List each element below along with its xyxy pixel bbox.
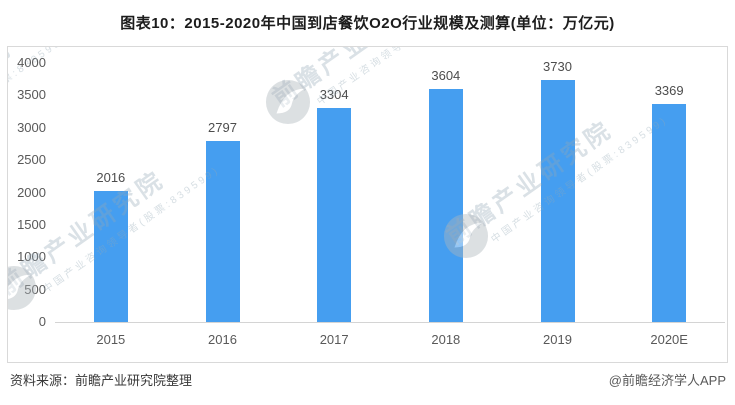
y-tick-label: 2500 — [17, 152, 46, 168]
bar-2019 — [540, 80, 575, 322]
bar-2020E — [652, 103, 687, 322]
x-tick-label: 2017 — [319, 332, 349, 347]
y-tick-label: 500 — [24, 281, 46, 297]
x-tick-label: 2020E — [650, 332, 688, 347]
bar-value-label: 3304 — [319, 87, 349, 103]
x-tick-label: 2016 — [208, 332, 237, 347]
y-axis: 4000 3500 3000 2500 2000 1500 1000 500 0 — [8, 47, 48, 362]
y-tick-label: 0 — [38, 314, 46, 329]
y-tick-label: 4000 — [17, 55, 46, 70]
plot-frame: 前瞻产业研究院 中国产业咨询领导者(股票:839599) 前瞻产业研究院 中国产… — [7, 46, 728, 363]
bar-value-label: 3604 — [431, 67, 461, 83]
bar-2018 — [428, 88, 463, 322]
credit-note: @前瞻经济学人APP — [608, 373, 726, 388]
x-tick-label: 2019 — [543, 332, 572, 347]
plot-area: 2016 2797 3304 3604 3730 3369 — [55, 59, 725, 323]
y-tick-label: 3500 — [17, 87, 46, 103]
source-note: 资料来源：前瞻产业研究院整理 — [10, 373, 193, 388]
bar-value-label: 2016 — [96, 170, 126, 186]
y-tick-label: 1000 — [17, 249, 46, 265]
chart-title: 图表10：2015-2020年中国到店餐饮O2O行业规模及测算(单位：万亿元) — [120, 15, 615, 32]
y-tick-label: 3000 — [17, 119, 46, 135]
bar-value-label: 3369 — [654, 82, 684, 98]
bar-2015 — [93, 191, 128, 322]
x-tick-label: 2018 — [431, 332, 461, 347]
y-tick-label: 1500 — [17, 216, 46, 232]
bar-value-label: 3730 — [543, 59, 572, 75]
bar-value-label: 2797 — [208, 119, 237, 135]
bar-2017 — [317, 108, 352, 322]
x-axis: 2015 2016 2017 2018 2019 2020E — [55, 332, 725, 350]
bar-2016 — [205, 140, 240, 322]
x-tick-label: 2015 — [96, 332, 126, 347]
y-tick-label: 2000 — [17, 184, 46, 200]
